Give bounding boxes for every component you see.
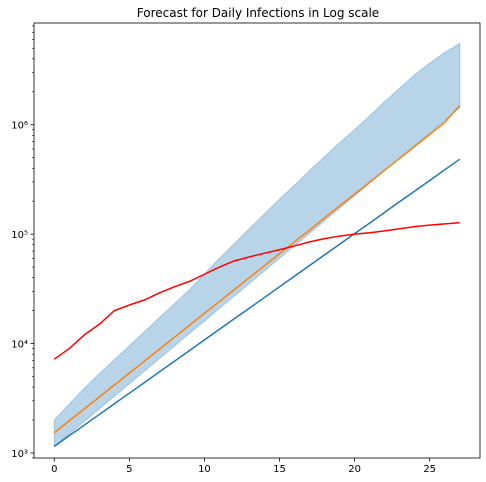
- x-tick-label: 5: [126, 464, 132, 475]
- y-tick-label: 10⁵: [11, 230, 28, 241]
- y-tick-label: 10⁴: [11, 340, 28, 351]
- y-tick-label: 10³: [11, 449, 28, 460]
- plot-area: 0 5 10 15 20 25 10³ 10⁴ 10⁵ 10⁶: [11, 23, 480, 475]
- series-line-1: [54, 159, 459, 446]
- confidence-band: [54, 44, 459, 447]
- x-tick-label: 15: [273, 464, 286, 475]
- x-tick-label: 0: [51, 464, 57, 475]
- x-tick-label: 10: [198, 464, 211, 475]
- x-tick-label: 25: [423, 464, 436, 475]
- x-tick-label: 20: [348, 464, 361, 475]
- y-tick-label: 10⁶: [11, 121, 28, 132]
- chart-title: Forecast for Daily Infections in Log sca…: [137, 6, 379, 20]
